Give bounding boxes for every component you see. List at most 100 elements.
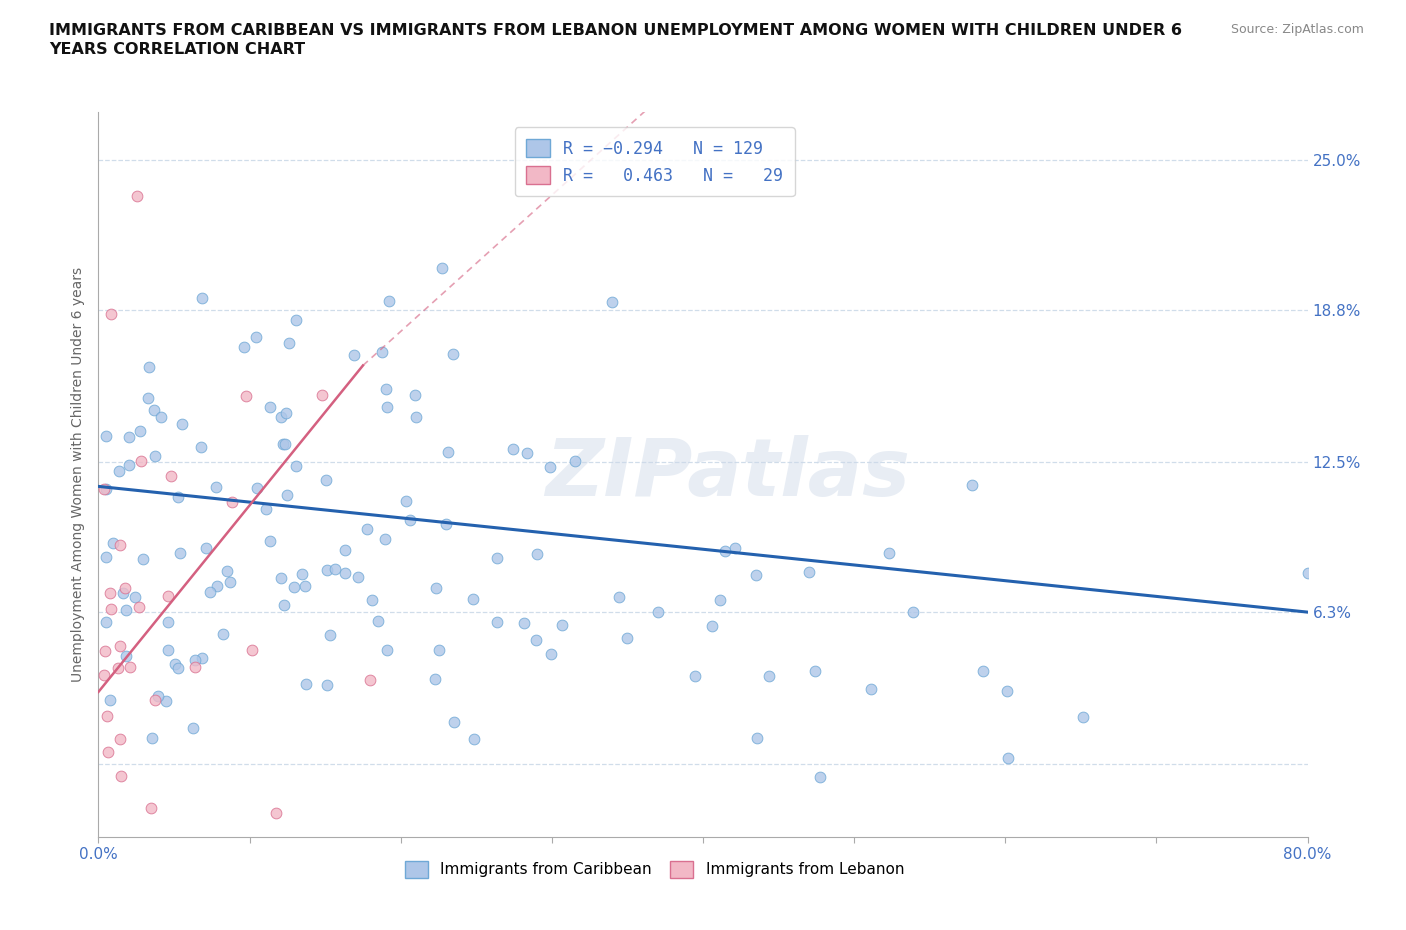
Point (205, 479, 228, 494)
Point (325, 562, 347, 577)
Point (997, 751, 1019, 765)
Point (108, 638, 131, 653)
Point (94, 550, 117, 565)
Point (233, 340, 256, 355)
Point (127, 189, 149, 204)
Point (343, 348, 366, 363)
Point (538, 459, 561, 474)
Point (745, 568, 768, 583)
Point (526, 546, 548, 561)
Point (564, 454, 586, 469)
Point (97, 744, 120, 759)
Point (191, 650, 214, 665)
Point (259, 399, 281, 414)
Point (461, 591, 484, 606)
Point (129, 453, 152, 468)
Point (94, 615, 117, 630)
Point (399, 512, 422, 527)
Point (378, 294, 401, 309)
Point (115, 602, 138, 617)
Point (316, 678, 339, 693)
Point (371, 345, 394, 360)
Point (683, 669, 706, 684)
Point (810, 769, 832, 784)
Point (879, 546, 901, 561)
Text: Source: ZipAtlas.com: Source: ZipAtlas.com (1230, 23, 1364, 36)
Point (283, 579, 305, 594)
Point (423, 671, 446, 686)
Point (93, 482, 115, 497)
Point (960, 477, 983, 492)
Point (190, 291, 212, 306)
Point (93, 668, 115, 683)
Point (110, 769, 132, 784)
Point (221, 495, 243, 510)
Point (212, 627, 235, 642)
Point (254, 501, 277, 516)
Point (276, 405, 298, 420)
Point (1073, 709, 1095, 724)
Point (170, 417, 193, 432)
Point (745, 731, 768, 746)
Point (128, 599, 150, 614)
Point (437, 445, 460, 460)
Point (96, 709, 118, 724)
Point (540, 647, 562, 662)
Point (108, 538, 131, 552)
Point (427, 643, 450, 658)
Point (131, 551, 153, 566)
Point (551, 618, 574, 632)
Point (100, 602, 122, 617)
Point (142, 402, 165, 417)
Point (194, 540, 217, 555)
Point (291, 566, 314, 581)
Point (120, 660, 142, 675)
Point (375, 643, 398, 658)
Point (111, 586, 134, 601)
Point (98, 693, 121, 708)
Point (270, 571, 292, 586)
Point (94, 481, 117, 496)
Point (395, 493, 418, 508)
Point (441, 347, 464, 362)
Point (859, 682, 882, 697)
Point (714, 544, 737, 559)
Point (270, 410, 292, 425)
Point (463, 731, 485, 746)
Point (375, 399, 398, 414)
Legend: Immigrants from Caribbean, Immigrants from Lebanon: Immigrants from Caribbean, Immigrants fr… (399, 855, 910, 884)
Point (356, 522, 378, 537)
Point (143, 448, 166, 463)
Point (607, 590, 630, 604)
Point (360, 672, 382, 687)
Point (245, 329, 267, 344)
Point (367, 613, 389, 628)
Point (107, 660, 129, 675)
Point (240, 643, 263, 658)
Point (157, 643, 180, 658)
Point (972, 664, 994, 679)
Point (724, 541, 747, 556)
Point (155, 693, 177, 708)
Point (94, 643, 117, 658)
Point (114, 580, 136, 595)
Point (101, 535, 124, 550)
Point (335, 565, 357, 580)
Point (513, 616, 536, 631)
Point (315, 472, 337, 487)
Point (98, 585, 121, 600)
Point (374, 381, 396, 396)
Point (259, 533, 281, 548)
Point (315, 562, 337, 577)
Point (184, 652, 207, 667)
Point (94, 429, 117, 444)
Point (107, 463, 129, 478)
Point (138, 360, 160, 375)
Point (700, 618, 723, 633)
Point (246, 480, 269, 495)
Point (166, 661, 188, 676)
Point (361, 592, 384, 607)
Point (118, 430, 141, 445)
Point (129, 423, 152, 438)
Point (432, 261, 454, 276)
